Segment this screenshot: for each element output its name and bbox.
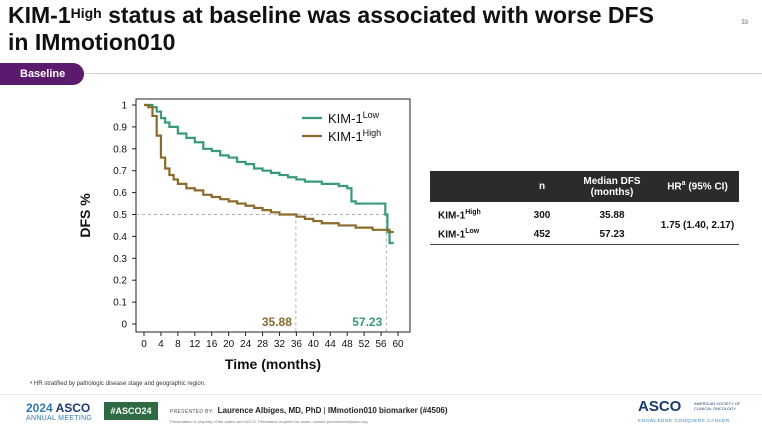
- summary-table: n Median DFS (months) HRa (95% CI) KIM-1…: [430, 171, 739, 245]
- title-kim: KIM-1: [8, 2, 71, 28]
- x-tick-label: 36: [291, 339, 303, 350]
- page-number: 33: [741, 20, 748, 26]
- km-curve-high: [144, 103, 394, 234]
- legend-label-name: KIM-1: [328, 111, 363, 126]
- x-tick-label: 12: [189, 339, 201, 350]
- y-tick-label: 0.6: [113, 188, 127, 199]
- table-header-median: Median DFS (months): [568, 171, 656, 202]
- presenter-line: PRESENTED BY: Laurence Albiges, MD, PhD |…: [170, 406, 448, 415]
- asco-society-logo: ASCO AMERICAN SOCIETY OF CLINICAL ONCOLO…: [638, 399, 748, 429]
- median-label-low: 57.23: [352, 315, 382, 329]
- table-header-median-line1: Median DFS: [583, 175, 641, 187]
- footer-year: 2024: [26, 401, 53, 415]
- plot-frame: [135, 98, 411, 333]
- section-badge: Baseline: [0, 63, 84, 85]
- legend-label: KIM-1High: [328, 128, 381, 144]
- y-tick-label: 0.8: [113, 144, 127, 155]
- x-tick-label: 4: [158, 339, 164, 350]
- x-tick-label: 32: [274, 339, 286, 350]
- table-header-blank: [430, 171, 516, 202]
- x-tick-label: 0: [141, 339, 147, 350]
- table-header-n: n: [516, 171, 568, 202]
- table-header-hr-sup: a: [681, 180, 686, 188]
- right-logo-society: AMERICAN SOCIETY OF CLINICAL ONCOLOGY: [694, 401, 741, 411]
- presenter-separator: |: [321, 406, 328, 415]
- km-curve-low: [144, 103, 394, 245]
- x-tick-label: 28: [257, 339, 269, 350]
- x-tick-label: 8: [175, 339, 181, 350]
- table-header-hr-label: HR: [667, 181, 682, 193]
- x-tick-label: 56: [376, 339, 388, 350]
- right-logo-tagline: KNOWLEDGE CONQUERS CANCER: [638, 418, 730, 423]
- x-tick-label: 16: [206, 339, 218, 350]
- legend-label-sup: High: [363, 128, 382, 138]
- row-hr: 1.75 (1.40, 2.17): [660, 219, 735, 231]
- slide-title: KIM-1High status at baseline was associa…: [8, 2, 708, 56]
- row-median: 57.23: [599, 229, 625, 240]
- row-label-sup: Low: [465, 228, 480, 236]
- footer: 2024 ASCO ANNUAL MEETING #ASCO24 PRESENT…: [0, 394, 762, 435]
- hashtag-badge: #ASCO24: [104, 402, 158, 420]
- y-tick-label: 0.1: [113, 298, 127, 309]
- footer-disclaimer: Presentation is property of the author a…: [170, 419, 368, 424]
- y-tick-label: 0.4: [113, 232, 127, 243]
- y-tick-label: 0.5: [113, 210, 127, 221]
- presenter-name: Laurence Albiges, MD, PhD: [217, 406, 322, 415]
- x-tick-label: 52: [359, 339, 371, 350]
- y-tick-label: 0.9: [113, 122, 127, 133]
- title-line2: in IMmotion010: [8, 29, 176, 55]
- title-rest: status at baseline was associated with w…: [101, 2, 654, 28]
- table-header-hr: HRa (95% CI): [656, 171, 739, 202]
- legend-label-sup: Low: [363, 110, 380, 120]
- row-median: 35.88: [599, 210, 625, 221]
- table-header-row: n Median DFS (months) HRa (95% CI): [430, 171, 739, 202]
- table-header-hr-rest: (95% CI): [685, 181, 728, 193]
- y-axis-label: DFS %: [77, 193, 93, 238]
- table-row: KIM-1Low 452 57.23: [430, 225, 739, 245]
- row-label: KIM-1High: [430, 202, 516, 225]
- x-tick-label: 20: [223, 339, 235, 350]
- x-axis-label: Time (months): [225, 356, 321, 372]
- presented-by-label: PRESENTED BY:: [170, 409, 214, 415]
- y-tick-label: 0.2: [113, 276, 127, 287]
- y-tick-label: 0.3: [113, 254, 127, 265]
- section-rule: [84, 73, 762, 74]
- footnote: ᵃ HR stratified by pathologic disease st…: [30, 381, 206, 387]
- footer-meeting: ANNUAL MEETING: [26, 415, 93, 422]
- title-kim-sup: High: [70, 5, 102, 21]
- asco-annual-meeting-logo: 2024 ASCO: [26, 402, 90, 414]
- legend-label: KIM-1Low: [328, 110, 380, 126]
- right-logo-asco: ASCO: [638, 398, 682, 415]
- table-header-median-line2: (months): [590, 186, 634, 198]
- row-n: 300: [533, 210, 551, 221]
- median-label-high: 35.88: [262, 315, 292, 329]
- x-tick-label: 48: [342, 339, 354, 350]
- abstract-label: IMmotion010 biomarker (#4506): [327, 406, 448, 415]
- x-tick-label: 44: [325, 339, 337, 350]
- x-tick-label: 24: [240, 339, 252, 350]
- row-label-text: KIM-1: [438, 229, 466, 241]
- footer-asco: ASCO: [55, 401, 91, 415]
- row-n: 452: [533, 229, 551, 240]
- row-label-text: KIM-1: [438, 210, 466, 222]
- y-tick-label: 1: [121, 101, 127, 112]
- row-label: KIM-1Low: [430, 225, 516, 245]
- legend-label-name: KIM-1: [328, 129, 363, 144]
- table-row: KIM-1High 300 35.88 1.75 (1.40, 2.17): [430, 202, 739, 230]
- y-tick-label: 0: [121, 320, 127, 331]
- km-chart: 00.10.20.30.40.50.60.70.80.910 4 8 12 16 20 24…: [77, 98, 411, 372]
- x-tick-label: 40: [308, 339, 320, 350]
- y-tick-label: 0.7: [113, 166, 127, 177]
- row-label-sup: High: [465, 209, 481, 217]
- x-tick-label: 60: [392, 339, 404, 350]
